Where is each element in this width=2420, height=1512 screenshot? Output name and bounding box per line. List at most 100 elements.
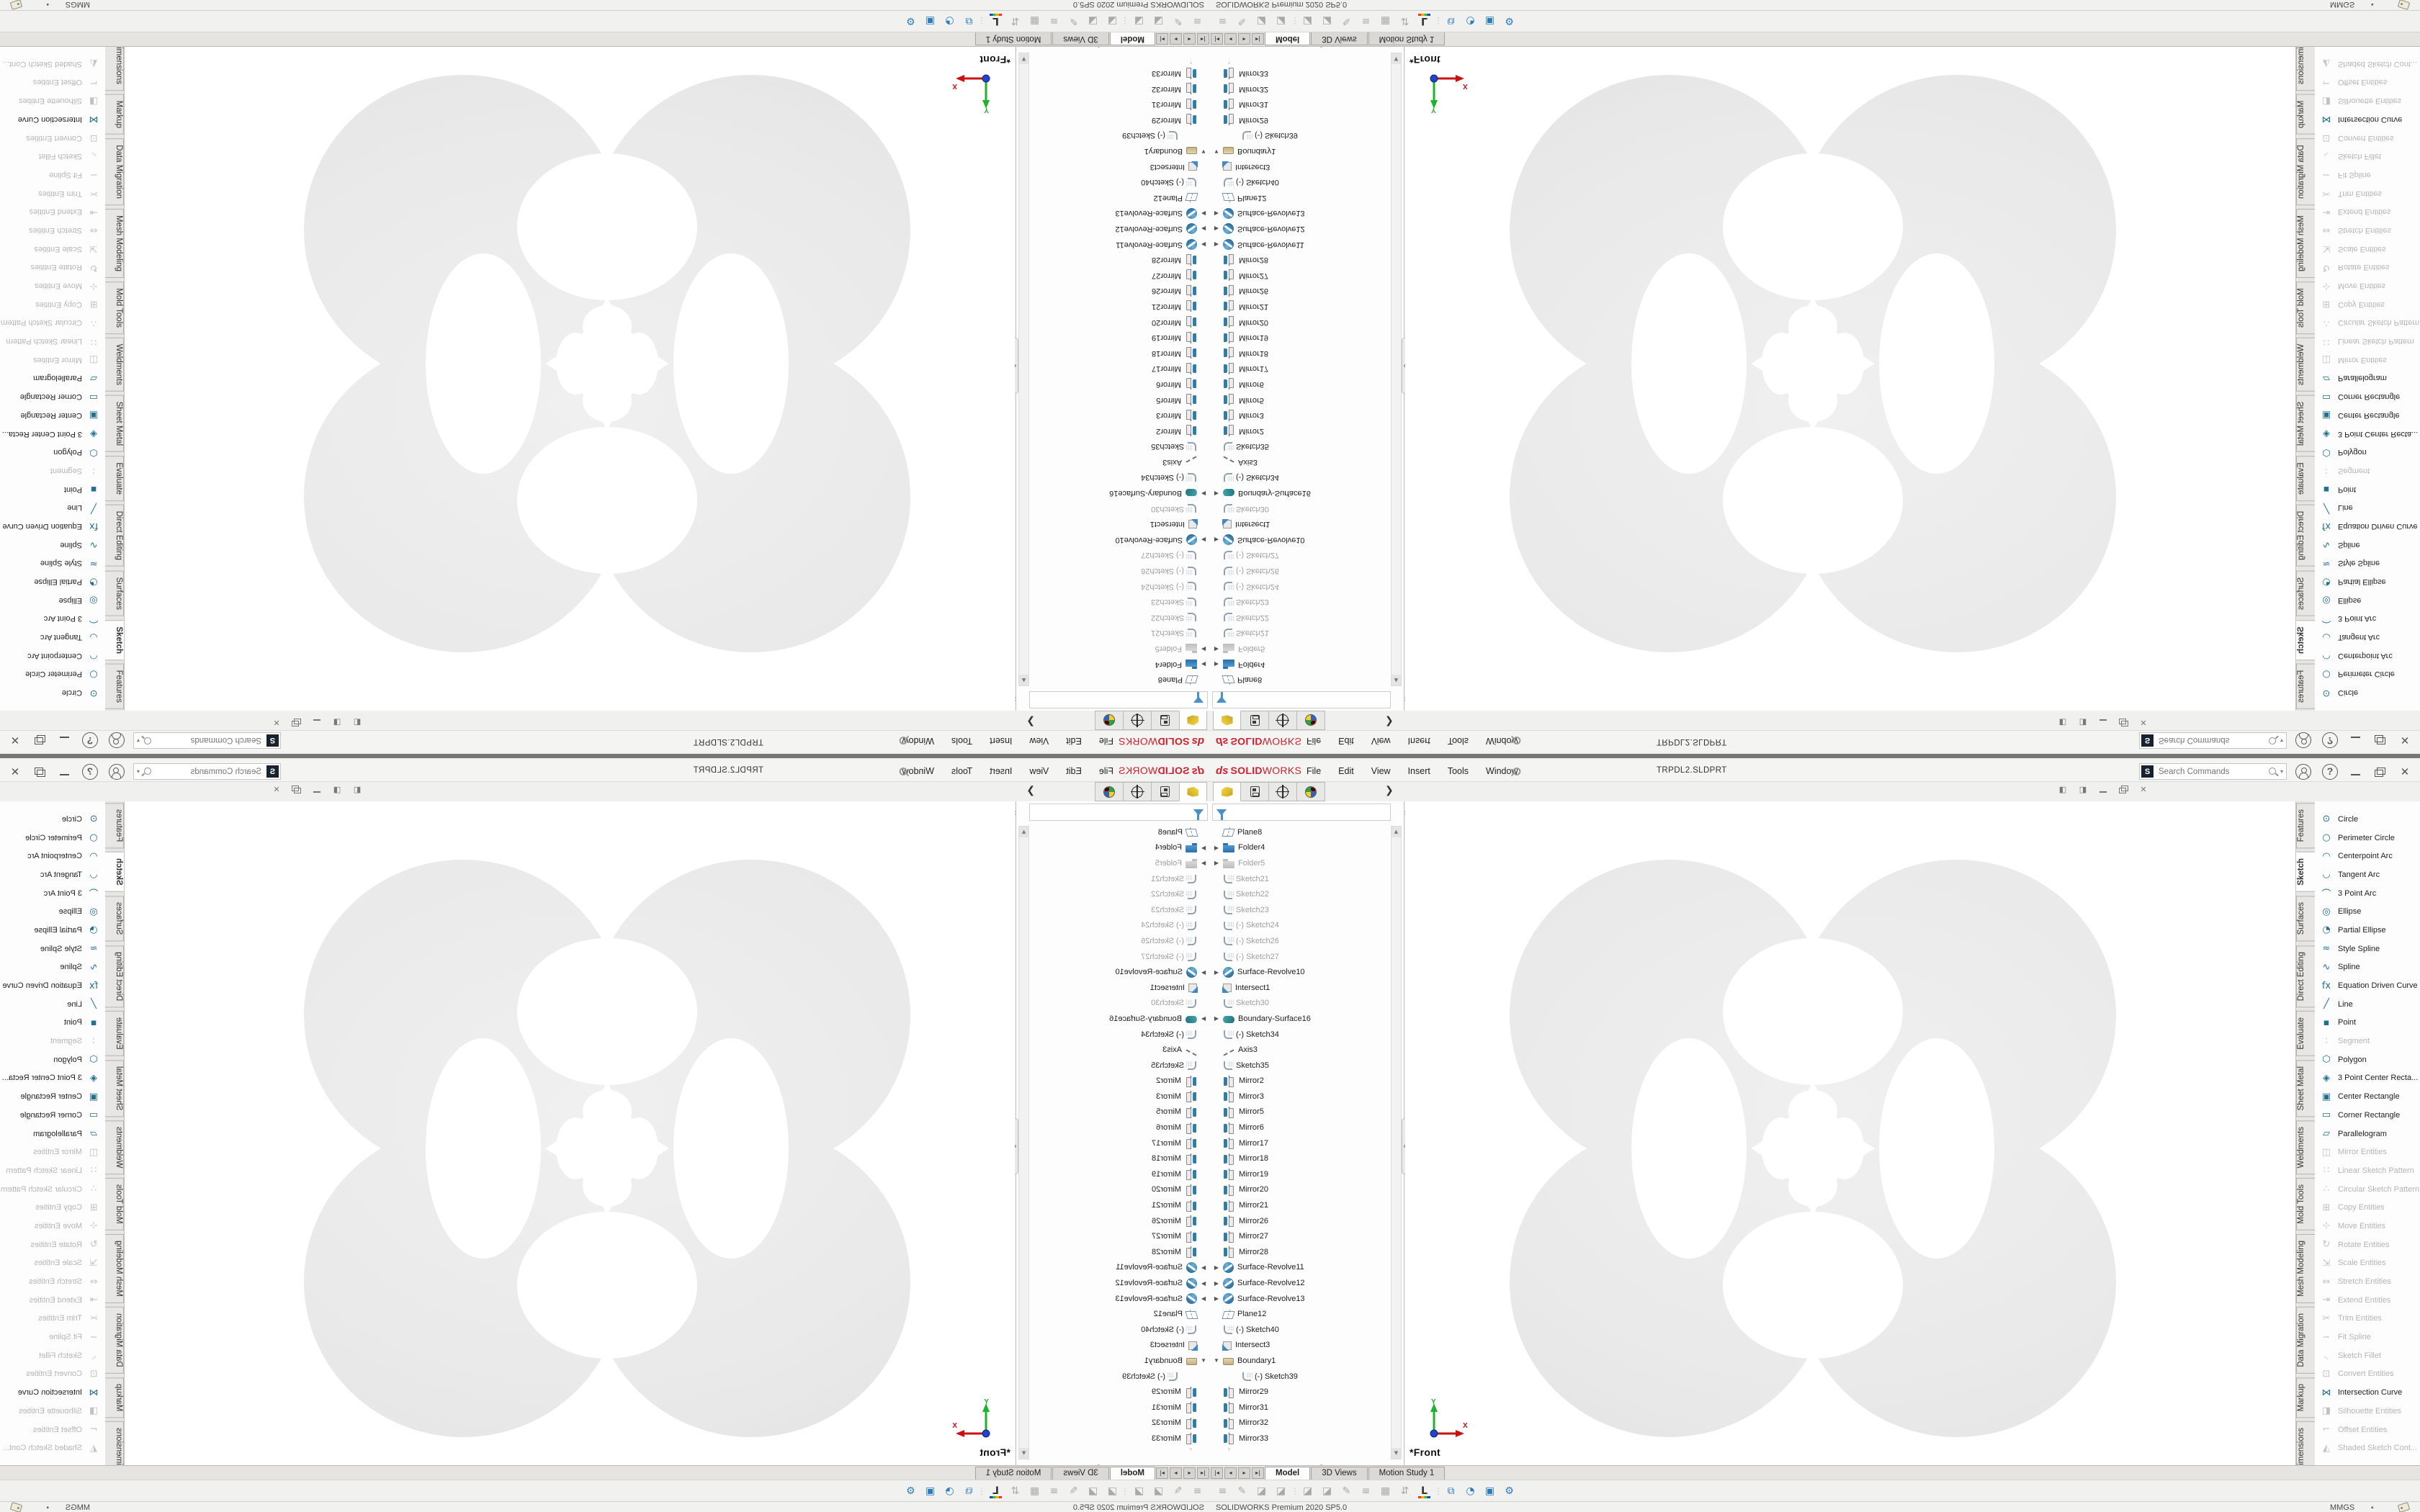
doc-restore-button[interactable]: [2115, 716, 2132, 728]
minimize-button[interactable]: [55, 765, 73, 780]
tree-item-mirror19[interactable]: Mirror19: [1210, 1166, 1390, 1182]
doc-close-button[interactable]: ✕: [2140, 785, 2147, 794]
cm-tab-markup[interactable]: Markup: [2296, 1377, 2315, 1418]
doc-tab-motion-study-1[interactable]: Motion Study 1: [1368, 1467, 1446, 1480]
tree-item-mirror27[interactable]: Mirror27: [1210, 268, 1390, 284]
tree-item-boundary-surface16[interactable]: ▶ Boundary-Surface16: [1030, 1011, 1210, 1027]
tree-item-mirror31[interactable]: Mirror31: [1210, 1400, 1390, 1416]
expand-arrow-icon[interactable]: ▶: [1201, 1279, 1206, 1287]
command-3-point-arc[interactable]: ⌒ 3 Point Arc: [0, 884, 105, 903]
command-perimeter-circle[interactable]: ○ Perimeter Circle: [2315, 665, 2420, 684]
command-equation-driven-curve[interactable]: fx Equation Driven Curve: [2315, 976, 2420, 995]
command-spline[interactable]: ∿ Spline: [2315, 536, 2420, 554]
command-centerpoint-arc[interactable]: ◠ Centerpoint Arc: [2315, 647, 2420, 665]
expand-arrow-icon[interactable]: ▶: [1201, 645, 1206, 652]
menu-file[interactable]: File: [1098, 736, 1113, 746]
flyout-arrow-icon[interactable]: ❯: [1026, 784, 1035, 796]
flyout-arrow-icon[interactable]: ❯: [1385, 716, 1394, 728]
cm-tab-weldments[interactable]: Weldments: [105, 337, 124, 392]
cm-tab-sheet-metal[interactable]: Sheet Metal: [105, 395, 124, 453]
expand-arrow-icon[interactable]: ▶: [1214, 1015, 1219, 1022]
command-polygon[interactable]: ⬡ Polygon: [0, 1050, 105, 1069]
tree-item-mirror18[interactable]: Mirror18: [1030, 346, 1210, 361]
doc-tab-motion-study-1[interactable]: Motion Study 1: [974, 1467, 1052, 1480]
tree-item-surface-revolve11[interactable]: ▶ Surface-Revolve11: [1210, 1260, 1390, 1276]
folder-check-icon[interactable]: ▣: [925, 1485, 936, 1497]
tree-item-sketch22[interactable]: Sketch22: [1030, 886, 1210, 902]
doc-pane-left-icon[interactable]: ◧: [353, 718, 362, 727]
cm-tab-data-migration[interactable]: Data Migration: [2296, 138, 2315, 205]
tree-item-mirror19[interactable]: Mirror19: [1030, 330, 1210, 346]
tree-item-plane8[interactable]: Plane8: [1030, 672, 1210, 688]
tree-item-surface-revolve11[interactable]: ▶ Surface-Revolve11: [1030, 1260, 1210, 1276]
command-partial-ellipse[interactable]: ◔ Partial Ellipse: [0, 572, 105, 591]
restore-button[interactable]: [2371, 732, 2390, 747]
tree-item-surface-revolve11[interactable]: ▶ Surface-Revolve11: [1030, 237, 1210, 253]
expand-arrow-icon[interactable]: ▶: [1201, 490, 1206, 497]
tree-item-mirror3[interactable]: Mirror3: [1210, 408, 1390, 423]
search-caret-icon[interactable]: ▾: [2280, 737, 2283, 744]
account-icon[interactable]: [2295, 764, 2311, 780]
command-style-spline[interactable]: ≈ Style Spline: [0, 554, 105, 573]
tree-item--sketch27[interactable]: (-) Sketch27: [1030, 548, 1210, 564]
unit-system-label[interactable]: MMGS: [2330, 0, 2355, 9]
featuremanager-tab[interactable]: [1213, 782, 1241, 801]
tree-item-mirror5[interactable]: Mirror5: [1210, 1104, 1390, 1120]
help-icon[interactable]: ?: [2322, 732, 2338, 748]
doc-pane-right-icon[interactable]: ◨: [333, 785, 341, 794]
scroll-down-icon[interactable]: ▼: [1019, 53, 1028, 64]
menu-insert[interactable]: Insert: [990, 766, 1013, 776]
doc-minimize-button[interactable]: [308, 784, 326, 796]
doc-tab-motion-study-1[interactable]: Motion Study 1: [974, 32, 1052, 45]
surface-icon[interactable]: ◪: [1107, 15, 1118, 27]
menu-tools[interactable]: Tools: [1447, 766, 1469, 776]
appearance-editor-icon[interactable]: L: [986, 12, 1005, 31]
command-point[interactable]: ▪ Point: [2315, 1014, 2420, 1032]
expand-arrow-icon[interactable]: ▶: [1201, 225, 1206, 233]
command-polygon[interactable]: ⬡ Polygon: [2315, 1050, 2420, 1069]
tree-item-intersect3[interactable]: Intersect3: [1210, 1338, 1390, 1354]
tree-item-boundary1[interactable]: ▼ Boundary1: [1210, 143, 1390, 159]
doc-pane-left-icon[interactable]: ◧: [2058, 718, 2067, 727]
units-caret-icon[interactable]: ▴: [2371, 1505, 2374, 1510]
scroll-up-icon[interactable]: ▲: [1019, 827, 1028, 837]
propertymanager-tab[interactable]: [1151, 711, 1179, 730]
graphics-viewport[interactable]: Y X *Front: [125, 801, 1015, 1465]
command-intersection-curve[interactable]: ⋈ Intersection Curve: [2315, 110, 2420, 129]
tree-item-axis3[interactable]: Axis3: [1210, 454, 1390, 470]
compare-windows-icon[interactable]: ⧉: [965, 1485, 973, 1497]
tree-item-mirror6[interactable]: Mirror6: [1030, 1120, 1210, 1135]
expand-arrow-icon[interactable]: ▶: [1214, 225, 1219, 233]
scroll-up-icon[interactable]: ▲: [1392, 675, 1401, 685]
schedule-icon[interactable]: ◔: [1466, 15, 1475, 27]
tree-item-intersect3[interactable]: Intersect3: [1210, 159, 1390, 175]
doc-tab-model[interactable]: Model: [1109, 1467, 1155, 1480]
tree-item--sketch26[interactable]: (-) Sketch26: [1030, 933, 1210, 949]
command-partial-ellipse[interactable]: ◔ Partial Ellipse: [0, 921, 105, 940]
update-icon[interactable]: ⇵: [1010, 15, 1020, 27]
command-spline[interactable]: ∿ Spline: [2315, 958, 2420, 977]
search-icon[interactable]: [2267, 766, 2279, 778]
propertymanager-tab[interactable]: [1151, 782, 1179, 801]
tree-item-mirror27[interactable]: Mirror27: [1030, 1228, 1210, 1244]
command-line[interactable]: ╱ Line: [2315, 995, 2420, 1014]
doc-restore-button[interactable]: [2115, 784, 2132, 796]
tab-scroll-button[interactable]: ▸: [1238, 1467, 1250, 1479]
command-tangent-arc[interactable]: ◡ Tangent Arc: [0, 865, 105, 884]
cm-tab-markup[interactable]: Markup: [105, 1377, 124, 1418]
expand-arrow-icon[interactable]: ▼: [1214, 148, 1219, 155]
command-equation-driven-curve[interactable]: fx Equation Driven Curve: [0, 976, 105, 995]
menu-edit[interactable]: Edit: [1066, 736, 1082, 746]
doc-tab-model[interactable]: Model: [1109, 32, 1155, 45]
surface-icon[interactable]: ◪: [1256, 1485, 1267, 1497]
tree-item-partial[interactable]: [1030, 1446, 1210, 1449]
tree-item-mirror2[interactable]: Mirror2: [1210, 423, 1390, 439]
tree-item-partial[interactable]: [1210, 1446, 1390, 1449]
tree-item-plane12[interactable]: Plane12: [1210, 1306, 1390, 1322]
cm-tab-features[interactable]: Features: [105, 803, 124, 849]
account-icon[interactable]: [109, 732, 125, 748]
expand-arrow-icon[interactable]: ▶: [1214, 1279, 1219, 1287]
command-intersection-curve[interactable]: ⋈ Intersection Curve: [2315, 1383, 2420, 1402]
appearance-editor-icon[interactable]: L: [986, 1482, 1005, 1500]
tree-item-sketch22[interactable]: Sketch22: [1030, 610, 1210, 626]
